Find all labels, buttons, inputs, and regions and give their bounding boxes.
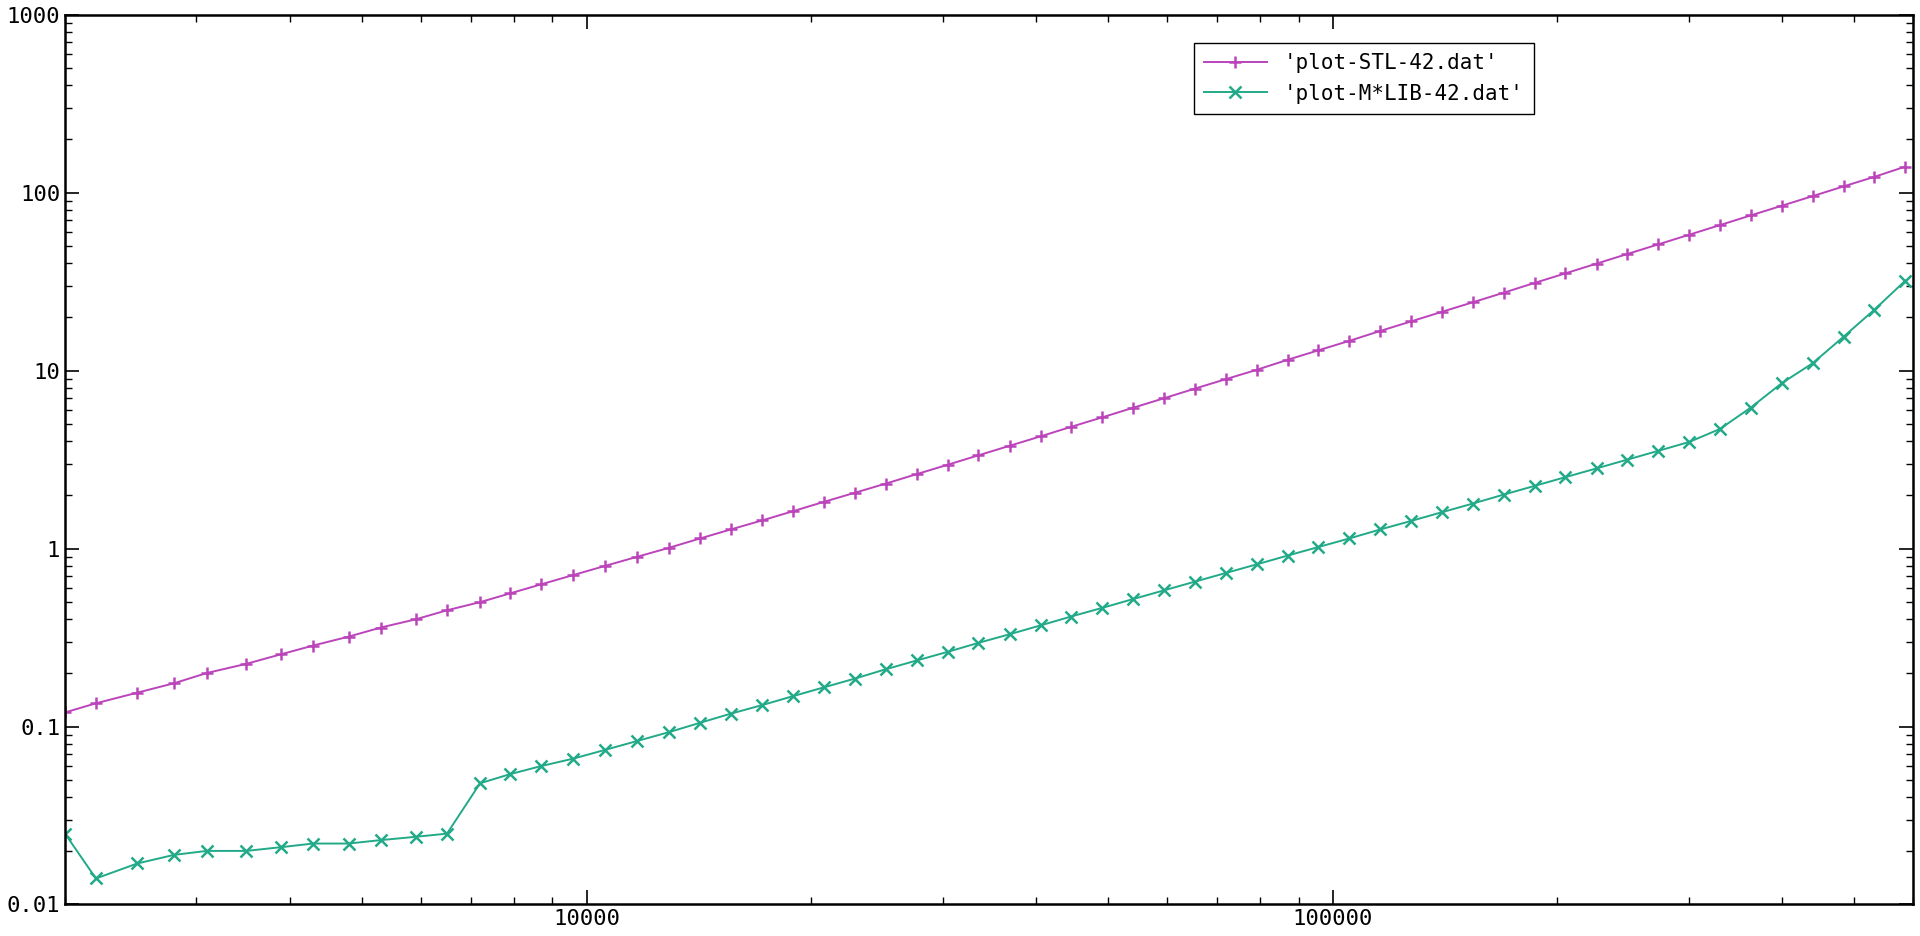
'plot-STL-42.dat': [1029, 431, 1052, 442]
'plot-M*LIB-42.dat': [84, 873, 108, 885]
'plot-STL-42.dat': [1400, 315, 1423, 327]
'plot-STL-42.dat': [1893, 161, 1916, 172]
'plot-STL-42.dat': [54, 707, 77, 718]
'plot-M*LIB-42.dat': [301, 838, 324, 849]
'plot-STL-42.dat': [369, 622, 392, 633]
'plot-STL-42.dat': [127, 687, 150, 698]
'plot-M*LIB-42.dat': [1430, 506, 1453, 518]
'plot-M*LIB-42.dat': [54, 828, 77, 840]
'plot-M*LIB-42.dat': [403, 831, 426, 842]
Legend: 'plot-STL-42.dat', 'plot-M*LIB-42.dat': 'plot-STL-42.dat', 'plot-M*LIB-42.dat': [1194, 43, 1534, 114]
'plot-STL-42.dat': [271, 649, 294, 660]
'plot-STL-42.dat': [563, 569, 586, 580]
Line: 'plot-STL-42.dat': 'plot-STL-42.dat': [60, 160, 1912, 719]
'plot-M*LIB-42.dat': [1893, 275, 1916, 286]
Line: 'plot-M*LIB-42.dat': 'plot-M*LIB-42.dat': [60, 275, 1910, 884]
'plot-M*LIB-42.dat': [593, 744, 616, 755]
'plot-M*LIB-42.dat': [1060, 611, 1083, 622]
'plot-M*LIB-42.dat': [163, 849, 186, 860]
